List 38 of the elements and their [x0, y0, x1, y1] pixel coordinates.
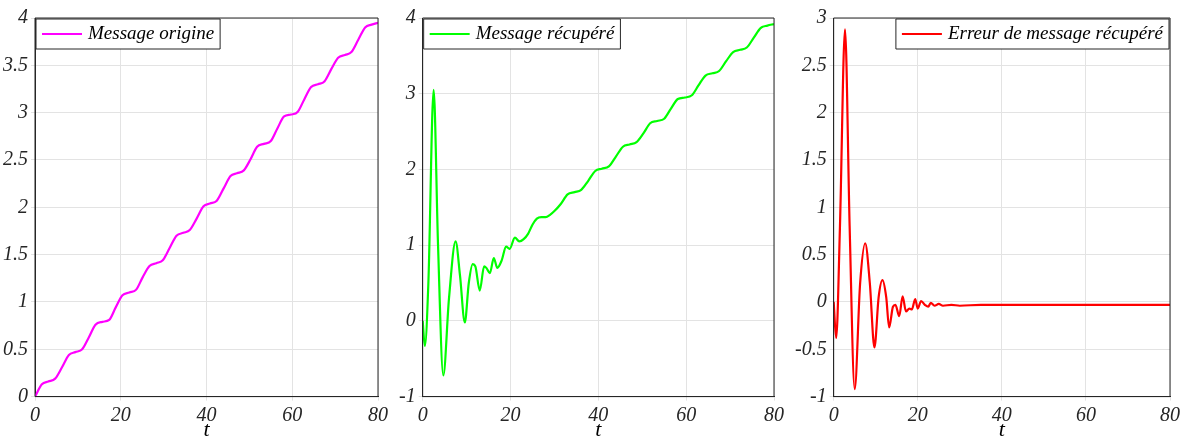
y-tick-label: 3: [17, 99, 28, 122]
y-tick-label: 1.5: [3, 241, 28, 264]
y-tick-label: -1: [398, 383, 416, 406]
line-series: [833, 28, 1170, 391]
legend-label: Message origine: [87, 22, 215, 43]
y-tick-label: 0: [405, 308, 416, 331]
y-tick-label: 2: [816, 99, 827, 122]
line-series: [422, 22, 774, 377]
y-tick-label: 4: [18, 5, 28, 28]
y-tick-label: 0.5: [3, 336, 28, 359]
y-tick-label: 3: [815, 5, 827, 28]
y-tick-label: 3.5: [2, 52, 28, 75]
y-tick-label: 4: [405, 5, 416, 28]
y-tick-label: -0.5: [794, 336, 827, 359]
y-tick-label: 2: [18, 194, 28, 217]
x-tick-label: 20: [500, 402, 521, 425]
x-tick-label: 80: [368, 402, 388, 425]
x-tick-label: 60: [1075, 402, 1096, 425]
legend-label: Erreur de message récupéré: [946, 22, 1165, 43]
x-tick-label: 60: [676, 402, 697, 425]
y-tick-label: 2.5: [801, 52, 827, 75]
y-tick-label: 1: [816, 194, 827, 217]
x-tick-label: 60: [282, 402, 303, 425]
x-tick-label: 20: [110, 402, 131, 425]
x-tick-label: 80: [1160, 402, 1180, 425]
y-tick-label: 3: [404, 80, 416, 103]
y-tick-label: 1: [18, 289, 28, 312]
y-tick-label: 0: [816, 289, 827, 312]
x-tick-label: 20: [907, 402, 928, 425]
legend-label: Message récupéré: [474, 22, 616, 43]
y-tick-label: 0.5: [801, 241, 827, 264]
y-tick-label: 1.5: [801, 147, 827, 170]
y-tick-label: -1: [809, 383, 827, 406]
y-tick-label: 2.5: [3, 147, 28, 170]
y-tick-label: 1: [405, 232, 416, 255]
y-tick-label: 0: [18, 383, 28, 406]
x-tick-label: 80: [764, 402, 784, 425]
y-tick-label: 2: [405, 156, 416, 179]
